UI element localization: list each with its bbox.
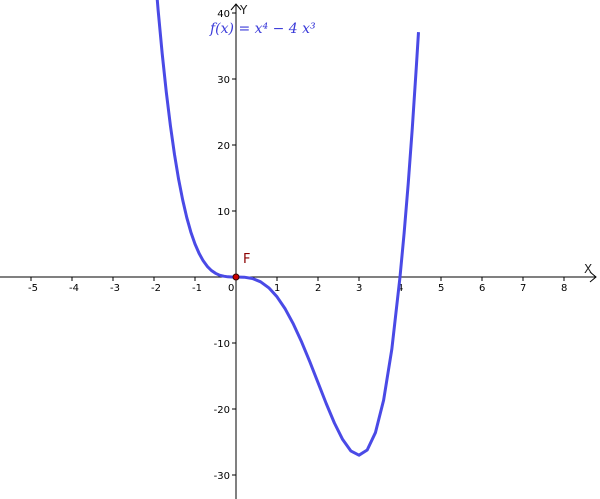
point-label: F	[243, 252, 250, 267]
y-tick-label: -20	[214, 405, 230, 416]
x-tick-label: -4	[69, 283, 79, 294]
point-marker	[232, 273, 240, 281]
x-tick-label: -5	[28, 283, 38, 294]
axes	[0, 3, 597, 499]
tick-marks	[30, 12, 565, 476]
y-tick-label: -30	[214, 471, 230, 482]
function-label: f(x) = x⁴ − 4 x³	[209, 21, 316, 37]
y-axis-arrow	[230, 3, 242, 11]
y-tick-label: 20	[217, 141, 230, 152]
x-tick-label: 0	[228, 283, 234, 294]
x-tick-label: 8	[561, 283, 567, 294]
y-axis-label: Y	[239, 3, 248, 17]
x-axis-arrow	[589, 271, 597, 283]
x-tick-label: 5	[438, 283, 444, 294]
x-tick-label: -1	[192, 283, 202, 294]
x-axis-label: X	[584, 262, 592, 276]
x-tick-label: 7	[520, 283, 526, 294]
y-tick-label: -10	[214, 339, 230, 350]
x-tick-label: 3	[356, 283, 362, 294]
y-tick-label: 40	[217, 9, 230, 20]
x-tick-label: -3	[110, 283, 120, 294]
x-tick-label: -2	[151, 283, 161, 294]
x-tick-label: 1	[274, 283, 280, 294]
function-curve-group	[155, 0, 420, 457]
function-curve	[155, 0, 420, 457]
x-tick-label: 6	[479, 283, 485, 294]
y-tick-label: 10	[217, 207, 230, 218]
points-group: F	[232, 252, 250, 281]
y-tick-label: 30	[217, 75, 230, 86]
x-tick-label: 2	[315, 283, 321, 294]
